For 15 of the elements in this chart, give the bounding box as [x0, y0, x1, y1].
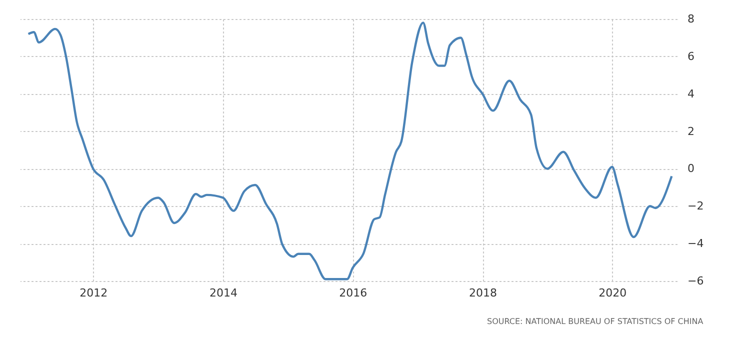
- x-tick-label: 2018: [469, 286, 498, 300]
- x-tick-label: 2020: [598, 286, 627, 300]
- y-tick-label: 4: [688, 87, 694, 100]
- x-tick-label: 2016: [339, 286, 368, 300]
- y-tick-label: 6: [688, 50, 694, 63]
- source-note: SOURCE: NATIONAL BUREAU OF STATISTICS OF CHINA: [486, 317, 704, 326]
- y-tick-label: −4: [688, 237, 704, 250]
- y-tick-label: 8: [688, 12, 694, 26]
- x-tick-label: 2014: [210, 286, 238, 300]
- line-series: [27, 22, 673, 280]
- y-tick-label: 0: [688, 162, 694, 176]
- y-tick-label: −6: [688, 274, 704, 288]
- y-tick-label: −2: [688, 200, 704, 213]
- x-tick-label: 2012: [80, 286, 108, 300]
- y-tick-label: 2: [688, 124, 694, 138]
